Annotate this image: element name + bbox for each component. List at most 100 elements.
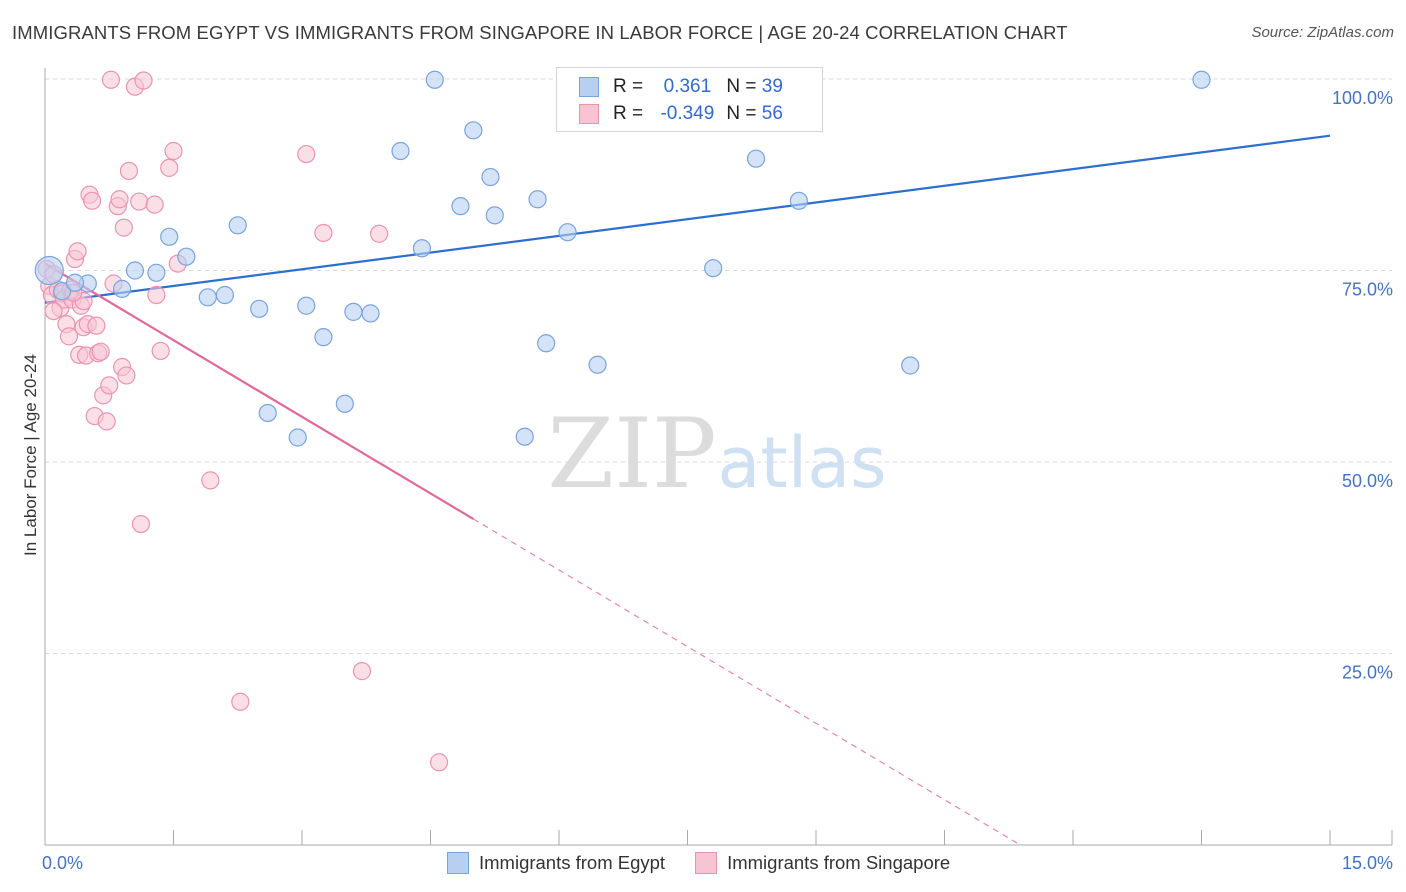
egypt-point xyxy=(588,355,607,374)
egypt-point xyxy=(297,296,316,315)
axes xyxy=(44,68,1393,846)
singapore-point xyxy=(130,192,149,211)
singapore-point xyxy=(134,71,153,90)
egypt-point xyxy=(288,428,307,447)
watermark: ZIP atlas xyxy=(547,398,886,510)
egypt-point xyxy=(215,285,234,305)
singapore-point xyxy=(314,223,333,243)
egypt-point xyxy=(789,191,808,210)
singapore-point xyxy=(352,662,372,681)
legend-n-value: 56 xyxy=(761,103,783,124)
egypt-point xyxy=(451,197,470,216)
legend-r-value: 0.361 xyxy=(663,76,712,97)
egypt-point xyxy=(412,239,432,258)
legend-label-egypt: Immigrants from Egypt xyxy=(479,852,666,873)
egypt-point xyxy=(704,259,723,278)
egypt-point xyxy=(198,288,217,307)
egypt-swatch-icon xyxy=(447,852,469,874)
y-tick-label: 75.0% xyxy=(1342,280,1393,300)
singapore-point xyxy=(297,144,316,164)
watermark-atlas: atlas xyxy=(717,422,886,504)
singapore-point xyxy=(97,412,116,431)
x-tick-label: 0.0% xyxy=(42,853,83,873)
egypt-point xyxy=(425,70,444,89)
singapore-point xyxy=(44,301,63,321)
y-tick-label: 50.0% xyxy=(1342,471,1393,491)
egypt-point xyxy=(34,255,64,286)
egypt-point xyxy=(147,263,166,282)
trendlines xyxy=(44,134,1331,846)
singapore-trendline xyxy=(44,262,474,520)
egypt-point xyxy=(481,167,500,187)
singapore-point xyxy=(370,224,389,243)
singapore-trendline-extension xyxy=(473,518,1021,846)
egypt-point xyxy=(177,247,196,266)
egypt-trendline xyxy=(44,134,1331,304)
legend-row-egypt: R = 0.361 N = 39 xyxy=(579,74,783,100)
series-legend: Immigrants from Egypt Immigrants from Si… xyxy=(447,852,980,874)
legend-item-singapore[interactable]: Immigrants from Singapore xyxy=(695,852,950,874)
egypt-point xyxy=(1192,70,1211,89)
legend-row-singapore: R = -0.349 N = 56 xyxy=(579,101,783,127)
legend-n-label: N = xyxy=(726,76,762,97)
egypt-point xyxy=(391,141,410,161)
legend-n-label: N = xyxy=(726,103,762,124)
legend-label-singapore: Immigrants from Singapore xyxy=(727,852,951,873)
egypt-point xyxy=(901,356,920,375)
egypt-point xyxy=(558,223,577,242)
egypt-point xyxy=(250,299,269,318)
singapore-point xyxy=(131,514,151,534)
legend-r-label: R = xyxy=(613,103,649,124)
singapore-point xyxy=(147,285,166,305)
egypt-point xyxy=(160,227,179,246)
singapore-point xyxy=(164,141,183,161)
y-axis-title: In Labor Force | Age 20-24 xyxy=(21,354,40,556)
egypt-point xyxy=(314,328,333,347)
correlation-legend: R = 0.361 N = 39 R = -0.349 N = 56 xyxy=(556,67,823,132)
egypt-point xyxy=(485,206,504,225)
gridlines xyxy=(45,78,1392,654)
singapore-point xyxy=(231,692,250,711)
egypt-point xyxy=(53,282,72,301)
data-points xyxy=(34,70,1211,772)
singapore-point xyxy=(59,327,79,346)
y-tick-label: 25.0% xyxy=(1342,663,1393,683)
egypt-point xyxy=(746,149,766,168)
tick-labels: 25.0% 50.0% 75.0% 100.0% 0.0% 15.0% xyxy=(42,88,1393,873)
egypt-point xyxy=(258,403,277,423)
singapore-point xyxy=(160,158,179,177)
egypt-point xyxy=(464,121,483,140)
singapore-point xyxy=(119,161,139,181)
egypt-point xyxy=(361,304,380,323)
egypt-swatch-icon xyxy=(579,77,599,97)
singapore-point xyxy=(117,366,136,385)
legend-r-value: -0.349 xyxy=(660,103,715,124)
legend-n-value: 39 xyxy=(761,76,783,97)
singapore-point xyxy=(101,70,121,89)
singapore-point xyxy=(145,195,164,214)
singapore-swatch-icon xyxy=(695,852,718,874)
x-tick-label: 15.0% xyxy=(1342,853,1393,873)
egypt-point xyxy=(228,216,247,235)
egypt-point xyxy=(335,394,354,413)
singapore-point xyxy=(429,753,449,772)
singapore-point xyxy=(110,190,129,209)
egypt-point xyxy=(528,190,547,209)
singapore-point xyxy=(114,218,133,237)
singapore-point xyxy=(68,242,87,261)
egypt-point xyxy=(65,273,85,292)
singapore-point xyxy=(151,341,170,361)
chart-title: IMMIGRANTS FROM EGYPT VS IMMIGRANTS FROM… xyxy=(12,22,1068,43)
egypt-point xyxy=(344,302,363,321)
legend-item-egypt[interactable]: Immigrants from Egypt xyxy=(447,852,665,874)
egypt-point xyxy=(112,279,132,298)
singapore-point xyxy=(91,342,110,361)
singapore-point xyxy=(100,376,119,395)
watermark-zip: ZIP xyxy=(547,398,716,510)
singapore-point xyxy=(201,471,220,490)
legend-r-label: R = xyxy=(613,76,649,97)
singapore-point xyxy=(83,191,102,210)
egypt-point xyxy=(537,334,556,353)
source-label: Source: ZipAtlas.com xyxy=(1251,24,1394,41)
